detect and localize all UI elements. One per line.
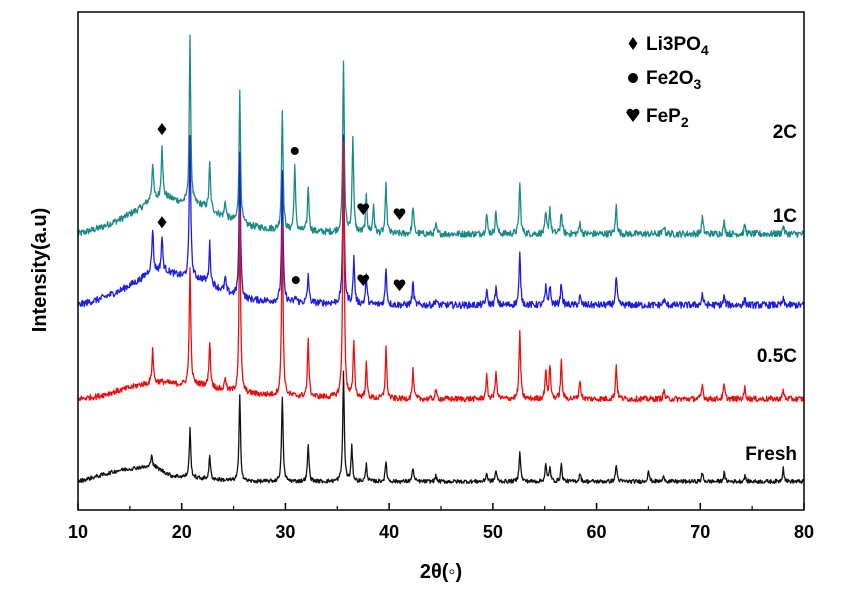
x-tick-label: 60 bbox=[587, 522, 607, 542]
legend-label-li3po4: Li3PO bbox=[646, 34, 701, 55]
heart-icon bbox=[626, 108, 640, 122]
series-label-layer: 2C 1C 0.5C Fresh bbox=[745, 122, 797, 465]
series-layer bbox=[77, 34, 805, 485]
diamond-icon bbox=[628, 37, 638, 50]
series-line-fresh bbox=[77, 370, 805, 485]
series-line-0-5c bbox=[77, 141, 805, 403]
x-tick-label: 50 bbox=[483, 522, 503, 542]
x-tick-label: 30 bbox=[275, 522, 295, 542]
circle-icon bbox=[290, 146, 299, 155]
legend-item-fep2: FeP2 bbox=[626, 106, 689, 130]
svg-text:Fe2O3: Fe2O3 bbox=[646, 68, 702, 92]
marker-layer bbox=[157, 123, 406, 292]
legend-label-fe2o3: Fe2O bbox=[646, 68, 694, 89]
circle-icon bbox=[628, 73, 638, 83]
svg-text:Li3PO4: Li3PO4 bbox=[646, 34, 709, 58]
diamond-icon bbox=[157, 216, 167, 229]
heart-icon bbox=[393, 208, 406, 220]
x-tick-label: 20 bbox=[172, 522, 192, 542]
x-tick-label: 40 bbox=[379, 522, 399, 542]
legend-item-li3po4: Li3PO4 bbox=[628, 34, 709, 58]
series-label: 2C bbox=[773, 122, 798, 143]
series-line-2c bbox=[77, 34, 805, 238]
series-label: 1C bbox=[773, 206, 798, 227]
diamond-icon bbox=[157, 123, 167, 136]
legend-label-fep2: FeP bbox=[646, 106, 681, 127]
y-axis-title: Intensity(a.u) bbox=[29, 208, 51, 332]
legend-item-fe2o3: Fe2O3 bbox=[628, 68, 702, 92]
legend: Li3PO4 Fe2O3 FeP2 bbox=[626, 34, 709, 130]
series-label: 0.5C bbox=[757, 346, 797, 367]
tick-layer: 10 20 30 40 50 60 70 80 bbox=[68, 503, 814, 542]
series-line-1c bbox=[77, 134, 805, 310]
heart-icon bbox=[393, 279, 406, 292]
heart-icon bbox=[357, 274, 370, 287]
svg-text:FeP2: FeP2 bbox=[646, 106, 689, 130]
heart-icon bbox=[357, 203, 370, 215]
x-axis-title: 2θ(◦) bbox=[420, 561, 462, 583]
x-tick-label: 70 bbox=[690, 522, 710, 542]
series-label: Fresh bbox=[745, 444, 797, 465]
x-tick-label: 10 bbox=[68, 522, 88, 542]
x-tick-label: 80 bbox=[794, 522, 814, 542]
circle-icon bbox=[291, 276, 300, 285]
